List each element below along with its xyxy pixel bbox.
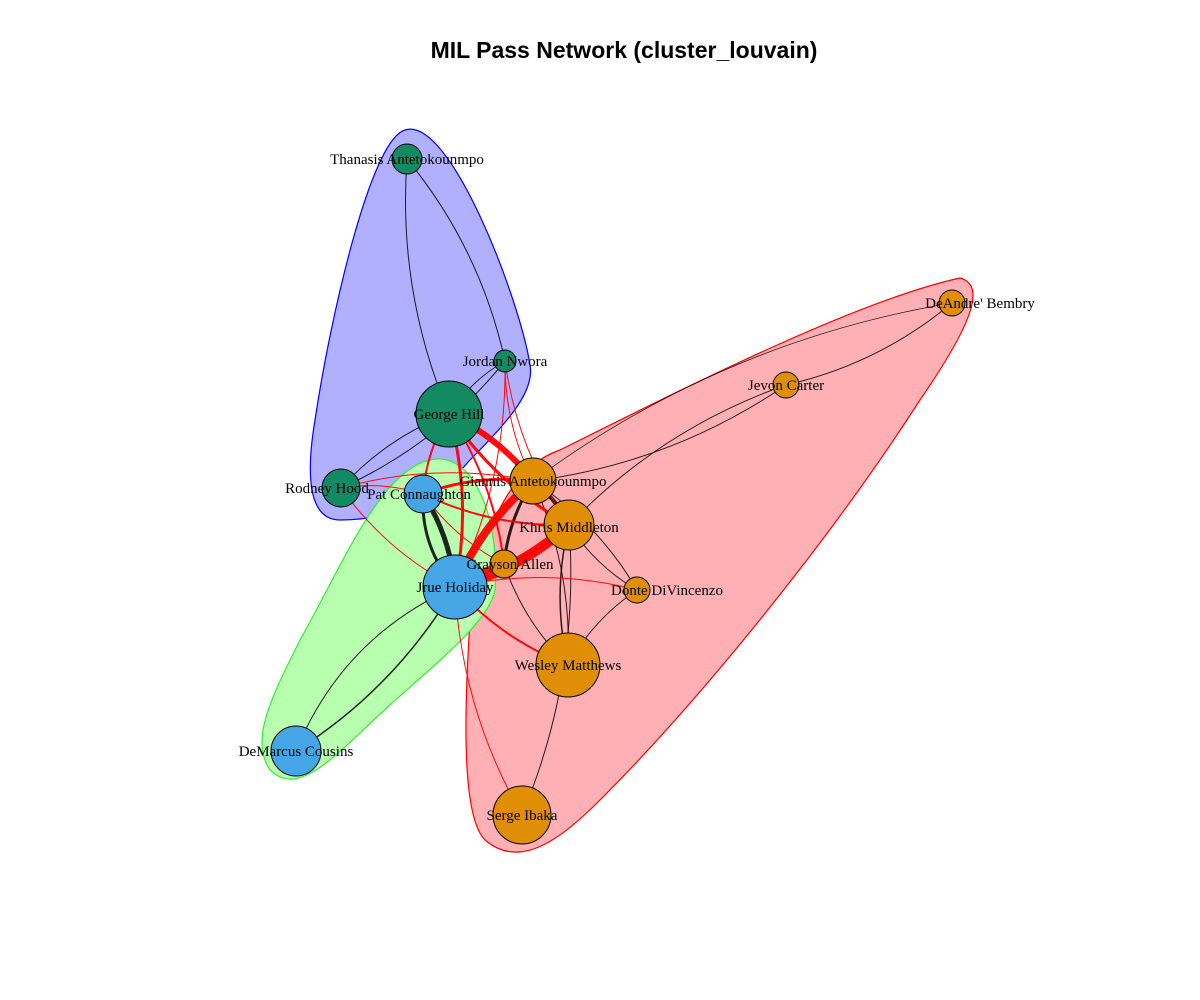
node-holiday[interactable] bbox=[422, 554, 488, 620]
node-label-bembry: DeAndre' Bembry bbox=[925, 296, 1035, 312]
node-label-nwora: Jordan Nwora bbox=[463, 354, 548, 370]
node-label-giannis: Giannis Antetokounmpo bbox=[459, 474, 606, 490]
node-label-hill: George Hill bbox=[414, 407, 485, 423]
edge-giannis-carter bbox=[532, 384, 787, 482]
node-label-ibaka: Serge Ibaka bbox=[487, 808, 558, 824]
edge-middleton-carter bbox=[568, 384, 787, 526]
node-label-matthews: Wesley Matthews bbox=[515, 658, 622, 674]
node-thanasis[interactable] bbox=[391, 143, 423, 175]
node-label-allen: Grayson Allen bbox=[466, 557, 554, 573]
node-label-hood: Rodney Hood bbox=[285, 481, 369, 497]
node-giannis[interactable] bbox=[509, 457, 557, 505]
node-label-carter: Jevon Carter bbox=[748, 378, 824, 394]
node-middleton[interactable] bbox=[543, 499, 595, 551]
blue-cluster-hull bbox=[309, 128, 532, 521]
node-label-middleton: Khris Middleton bbox=[519, 520, 619, 536]
node-allen[interactable] bbox=[489, 549, 519, 579]
cluster-hulls bbox=[261, 128, 974, 853]
node-divincenzo[interactable] bbox=[623, 576, 651, 604]
node-carter[interactable] bbox=[772, 371, 800, 399]
node-label-holiday: Jrue Holiday bbox=[416, 580, 494, 596]
chart-title: MIL Pass Network (cluster_louvain) bbox=[431, 37, 818, 63]
node-hood[interactable] bbox=[321, 468, 361, 508]
node-label-divincenzo: Donte DiVincenzo bbox=[611, 583, 723, 599]
edge-carter-bembry bbox=[785, 302, 953, 386]
node-bembry[interactable] bbox=[938, 289, 966, 317]
edge-giannis-bembry bbox=[532, 302, 953, 482]
node-labels: Thanasis Antetokounmpo Jordan Nwora George… bbox=[239, 152, 1036, 824]
node-ibaka[interactable] bbox=[492, 785, 552, 845]
node-nwora[interactable] bbox=[493, 349, 517, 373]
node-cousins[interactable] bbox=[270, 725, 322, 777]
red-cluster-hull bbox=[465, 277, 974, 853]
node-label-cousins: DeMarcus Cousins bbox=[239, 744, 354, 760]
node-label-thanasis: Thanasis Antetokounmpo bbox=[330, 152, 484, 168]
edge-thanasis-hill bbox=[405, 158, 450, 415]
edge-thanasis-nwora bbox=[406, 158, 506, 362]
node-label-connaughton: Pat Connaughton bbox=[367, 487, 471, 503]
node-matthews[interactable] bbox=[535, 632, 601, 698]
nodes bbox=[270, 143, 966, 845]
node-connaughton[interactable] bbox=[403, 474, 443, 514]
node-hill[interactable] bbox=[415, 380, 483, 448]
